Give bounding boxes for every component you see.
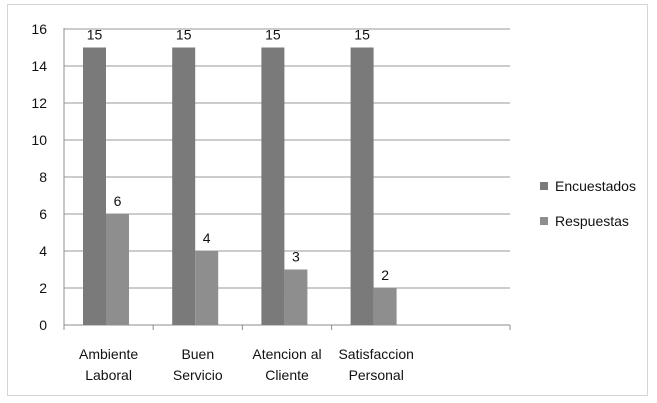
y-tick-label: 0 — [39, 317, 47, 333]
labels: 0 2 4 6 8 10 12 14 16 Ambiente Laboral Buen Servicio… — [31, 21, 414, 383]
y-tick-label: 4 — [39, 243, 47, 259]
data-label: 6 — [114, 193, 122, 209]
data-label: 15 — [354, 27, 370, 43]
bar-encuestados — [350, 47, 374, 325]
y-tick-label: 14 — [31, 58, 47, 74]
y-tick-label: 2 — [39, 280, 47, 296]
chart-frame — [7, 4, 648, 396]
gridlines — [64, 28, 510, 289]
y-tick-label: 16 — [31, 21, 47, 37]
bar-respuestas — [106, 214, 129, 325]
data-label: 15 — [87, 27, 103, 43]
data-label: 3 — [292, 249, 300, 265]
category-label: Satisfaccion — [338, 346, 413, 362]
data-label: 15 — [176, 27, 192, 43]
legend: Encuestados Respuestas — [540, 178, 636, 229]
bar-respuestas — [195, 251, 219, 325]
bar-encuestados — [83, 47, 106, 325]
y-tick-label: 12 — [31, 95, 47, 111]
bar-respuestas — [284, 269, 308, 325]
category-label: Atencion al — [252, 346, 321, 362]
data-label: 15 — [265, 27, 281, 43]
y-tick-label: 10 — [31, 132, 47, 148]
category-label: Laboral — [85, 367, 132, 383]
y-tick-label: 8 — [39, 169, 47, 185]
legend-label: Respuestas — [555, 213, 629, 229]
legend-label: Encuestados — [555, 178, 636, 194]
data-label: 2 — [381, 267, 389, 283]
bars — [83, 47, 397, 325]
category-label: Ambiente — [79, 346, 138, 362]
y-tick-label: 6 — [39, 206, 47, 222]
category-label: Cliente — [265, 367, 309, 383]
legend-swatch-respuestas — [540, 217, 548, 225]
category-label: Buen — [181, 346, 214, 362]
data-label: 4 — [203, 230, 211, 246]
legend-swatch-encuestados — [540, 182, 548, 190]
bar-encuestados — [172, 47, 196, 325]
category-label: Servicio — [173, 367, 223, 383]
bar-encuestados — [261, 47, 285, 325]
category-label: Personal — [349, 367, 404, 383]
bar-respuestas — [373, 288, 397, 325]
